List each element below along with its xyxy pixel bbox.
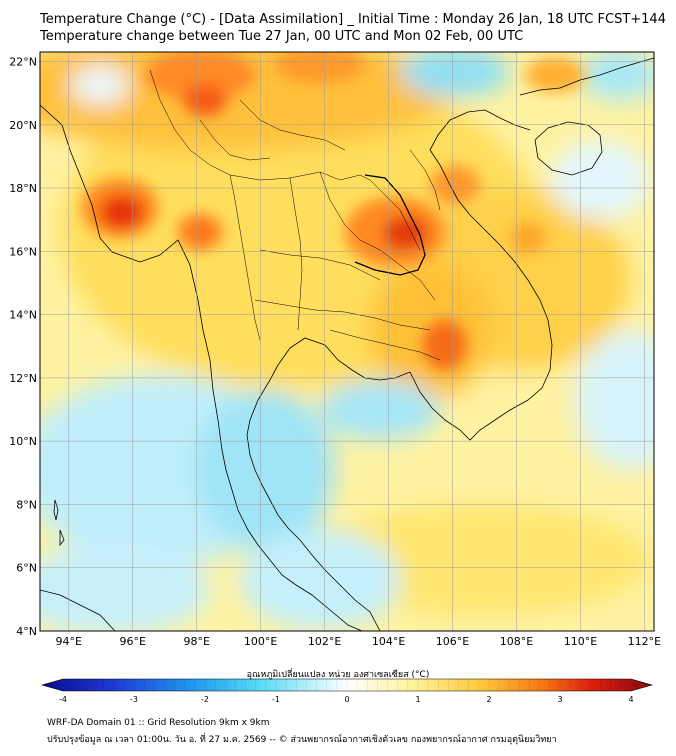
colorbar-segments — [72, 679, 622, 691]
footer-model-info: WRF-DA Domain 01 :: Grid Resolution 9km … — [47, 718, 270, 728]
lat-tick-label: 14°N — [9, 309, 37, 322]
colorbar-tick-label: 0 — [344, 695, 349, 704]
lon-tick-label: 110°E — [564, 635, 597, 648]
lon-tick-label: 98°E — [183, 635, 209, 648]
lon-tick-label: 100°E — [244, 635, 277, 648]
lat-tick-label: 6°N — [16, 562, 37, 575]
province-boundaries — [149, 69, 441, 361]
lon-tick-label: 96°E — [120, 635, 146, 648]
colorbar-tick-label: -3 — [130, 695, 138, 704]
lon-tick-label: 94°E — [56, 635, 82, 648]
footer-update-info: ปรับปรุงข้อมูล ณ เวลา 01:00น. วัน อ. ที่… — [47, 735, 557, 745]
lat-tick-label: 22°N — [9, 55, 37, 68]
latitude-labels: 22°N 20°N 18°N 16°N 14°N 12°N 10°N 8°N 6°N 4°N — [9, 55, 37, 638]
lon-tick-label: 106°E — [436, 635, 469, 648]
colorbar-ticks: -4 -3 -2 -1 0 1 2 3 4 — [59, 695, 634, 704]
lon-tick-label: 102°E — [308, 635, 341, 648]
lat-tick-label: 8°N — [16, 498, 37, 511]
lon-tick-label: 108°E — [500, 635, 533, 648]
colorbar-title: อุณหภูมิเปลี่ยนแปลง หน่วย องศาเซลเซียส (… — [246, 670, 430, 680]
colorbar-tick-label: 2 — [486, 695, 491, 704]
lat-tick-label: 12°N — [9, 372, 37, 385]
colorbar-tick-label: -4 — [59, 695, 67, 704]
chart-title: Temperature Change (°C) - [Data Assimila… — [40, 12, 666, 27]
colorbar: -4 -3 -2 -1 0 1 2 3 4 — [40, 678, 654, 704]
colorbar-tick-label: 3 — [557, 695, 562, 704]
colorbar-tick-label: 1 — [415, 695, 420, 704]
colorbar-tick-label: 4 — [628, 695, 633, 704]
lon-tick-label: 112°E — [628, 635, 661, 648]
colorbar-tick-label: -2 — [201, 695, 209, 704]
temperature-field — [40, 52, 654, 631]
lat-tick-label: 10°N — [9, 435, 37, 448]
colorbar-tick-label: -1 — [272, 695, 280, 704]
lon-tick-label: 104°E — [372, 635, 405, 648]
map-frame — [39, 51, 655, 632]
lat-tick-label: 4°N — [16, 625, 37, 638]
longitude-labels: 94°E 96°E 98°E 100°E 102°E 104°E 106°E 108°E 110… — [56, 635, 662, 648]
lat-tick-label: 20°N — [9, 119, 37, 132]
gridlines — [40, 52, 654, 631]
chart-subtitle: Temperature change between Tue 27 Jan, 0… — [40, 29, 524, 44]
thailand-border — [354, 174, 426, 276]
coastlines-and-borders — [40, 57, 654, 631]
lat-tick-label: 18°N — [9, 182, 37, 195]
lat-tick-label: 16°N — [9, 245, 37, 258]
